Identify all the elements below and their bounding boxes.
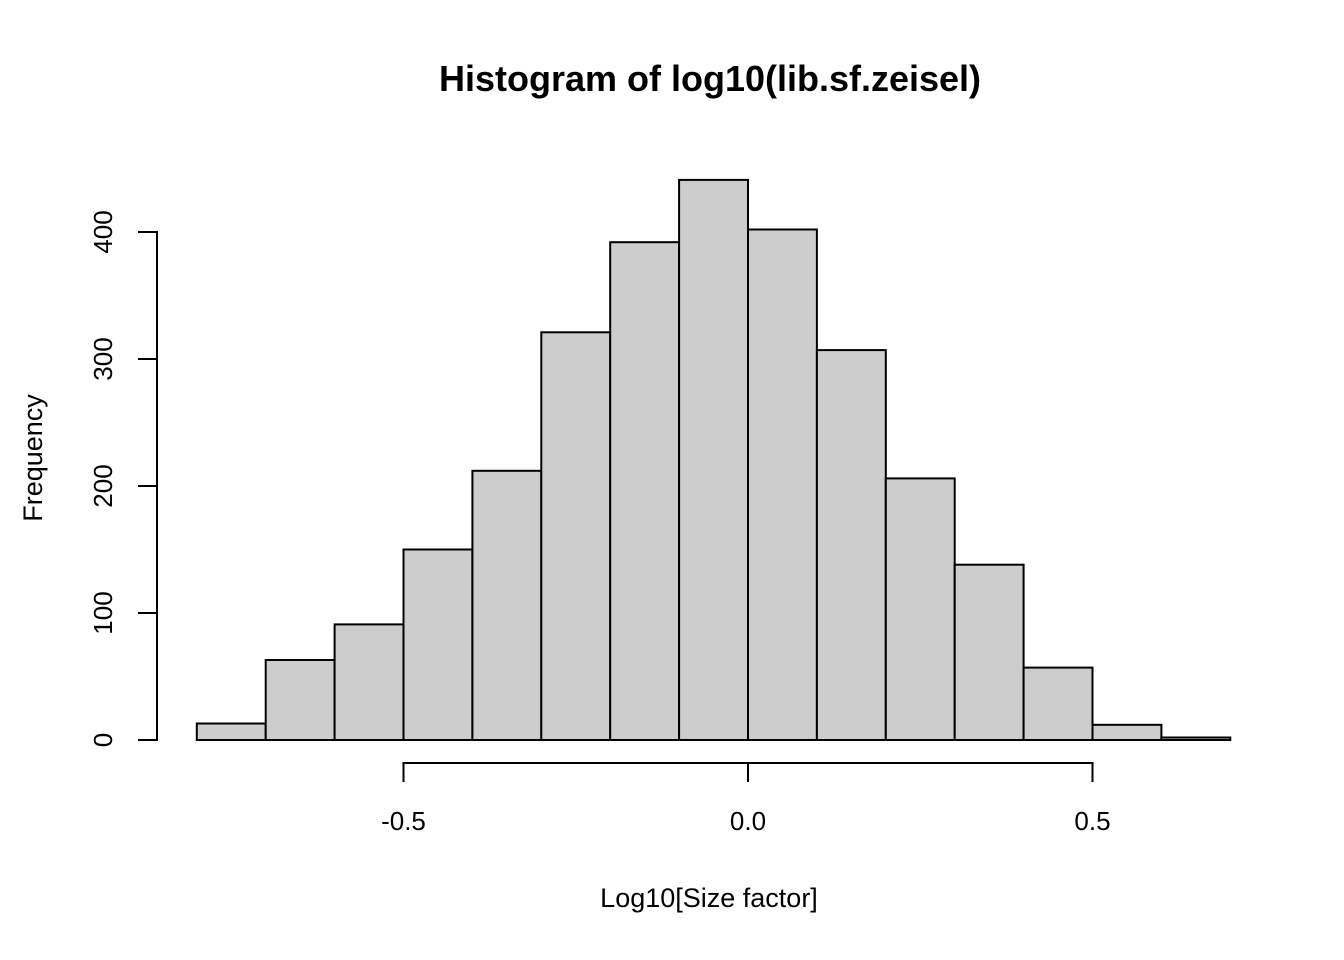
x-tick-label: -0.5	[381, 806, 426, 836]
y-axis-label: Frequency	[18, 394, 48, 522]
y-tick-label: 400	[88, 210, 118, 253]
histogram-bar	[333, 623, 405, 742]
x-axis: -0.5 0.0 0.5	[381, 762, 1111, 836]
histogram-bar	[264, 659, 336, 741]
histogram-bar	[471, 469, 543, 741]
x-tick-label: 0.0	[730, 806, 766, 836]
x-tick-label: 0.5	[1074, 806, 1110, 836]
histogram-bar	[1160, 736, 1232, 741]
histogram-bar	[678, 178, 749, 741]
histogram-bar	[609, 241, 681, 741]
histogram-bar	[402, 548, 474, 741]
histogram-bar	[540, 331, 612, 741]
histogram-bar	[747, 228, 818, 741]
histogram-bar	[1022, 666, 1094, 741]
histogram-bar	[195, 722, 267, 741]
y-tick-label: 200	[88, 464, 118, 507]
bars-group	[195, 178, 1232, 742]
y-tick-label: 0	[88, 733, 118, 747]
histogram-bar	[1091, 723, 1163, 741]
chart-title: Histogram of log10(lib.sf.zeisel)	[439, 58, 981, 99]
histogram-bar	[884, 477, 956, 741]
x-axis-label: Log10[Size factor]	[600, 883, 818, 913]
y-tick-label: 300	[88, 337, 118, 380]
y-axis: 0 100 200 300 400	[88, 210, 158, 747]
y-tick-label: 100	[88, 591, 118, 634]
histogram-bar	[815, 349, 887, 741]
histogram-bar	[953, 563, 1025, 742]
